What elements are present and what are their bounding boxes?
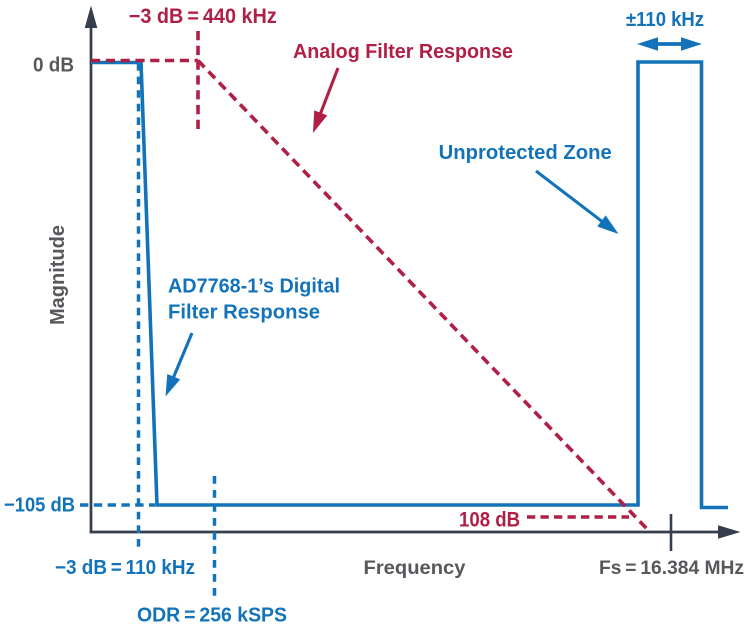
svg-text:Unprotected Zone: Unprotected Zone: [439, 142, 612, 164]
svg-text:−3 dB = 110 kHz: −3 dB = 110 kHz: [55, 557, 195, 579]
svg-text:−105 dB: −105 dB: [4, 495, 75, 517]
svg-text:108 dB: 108 dB: [459, 508, 520, 531]
svg-text:0 dB: 0 dB: [33, 53, 74, 76]
svg-text:Magnitude: Magnitude: [47, 225, 69, 325]
svg-text:−3 dB = 440 kHz: −3 dB = 440 kHz: [129, 5, 277, 28]
svg-text:AD7768-1’s Digital: AD7768-1’s Digital: [168, 276, 340, 298]
svg-text:Frequency: Frequency: [364, 557, 466, 579]
svg-text:ODR = 256 kSPS: ODR = 256 kSPS: [137, 604, 287, 626]
svg-text:Filter Response: Filter Response: [168, 301, 320, 323]
svg-text:Analog Filter Response: Analog Filter Response: [293, 41, 513, 63]
svg-text:Fs = 16.384 MHz: Fs = 16.384 MHz: [599, 557, 744, 579]
svg-text:±110 kHz: ±110 kHz: [626, 8, 704, 31]
